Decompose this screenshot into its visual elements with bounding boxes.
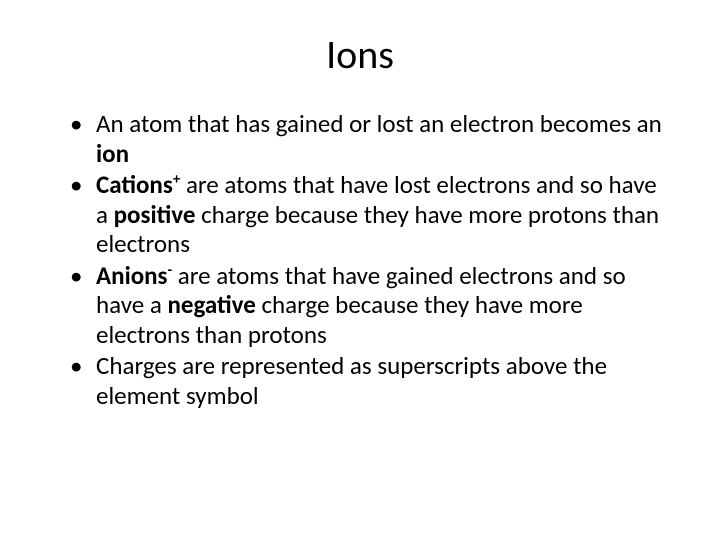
bullet-bold: positive (114, 199, 196, 230)
slide-title: Ions (40, 30, 680, 79)
slide: Ions An atom that has gained or lost an … (0, 0, 720, 540)
bold-word: Cations (96, 169, 173, 200)
bold-word: Anions (96, 260, 168, 291)
bullet-bold: ion (96, 138, 129, 169)
bullet-item: Cations+ are atoms that have lost electr… (70, 170, 670, 259)
bullet-item: An atom that has gained or lost an elect… (70, 109, 670, 168)
bullet-bold: Anions- (96, 260, 172, 291)
bullet-list: An atom that has gained or lost an elect… (70, 109, 670, 410)
bullet-item: Charges are represented as superscripts … (70, 351, 670, 410)
bullet-text: Charges are represented as superscripts … (96, 350, 607, 411)
bullet-bold: negative (167, 289, 255, 320)
bullet-item: Anions- are atoms that have gained elect… (70, 261, 670, 350)
bullet-bold: Cations+ (96, 169, 180, 200)
bullet-text: An atom that has gained or lost an elect… (96, 108, 662, 139)
